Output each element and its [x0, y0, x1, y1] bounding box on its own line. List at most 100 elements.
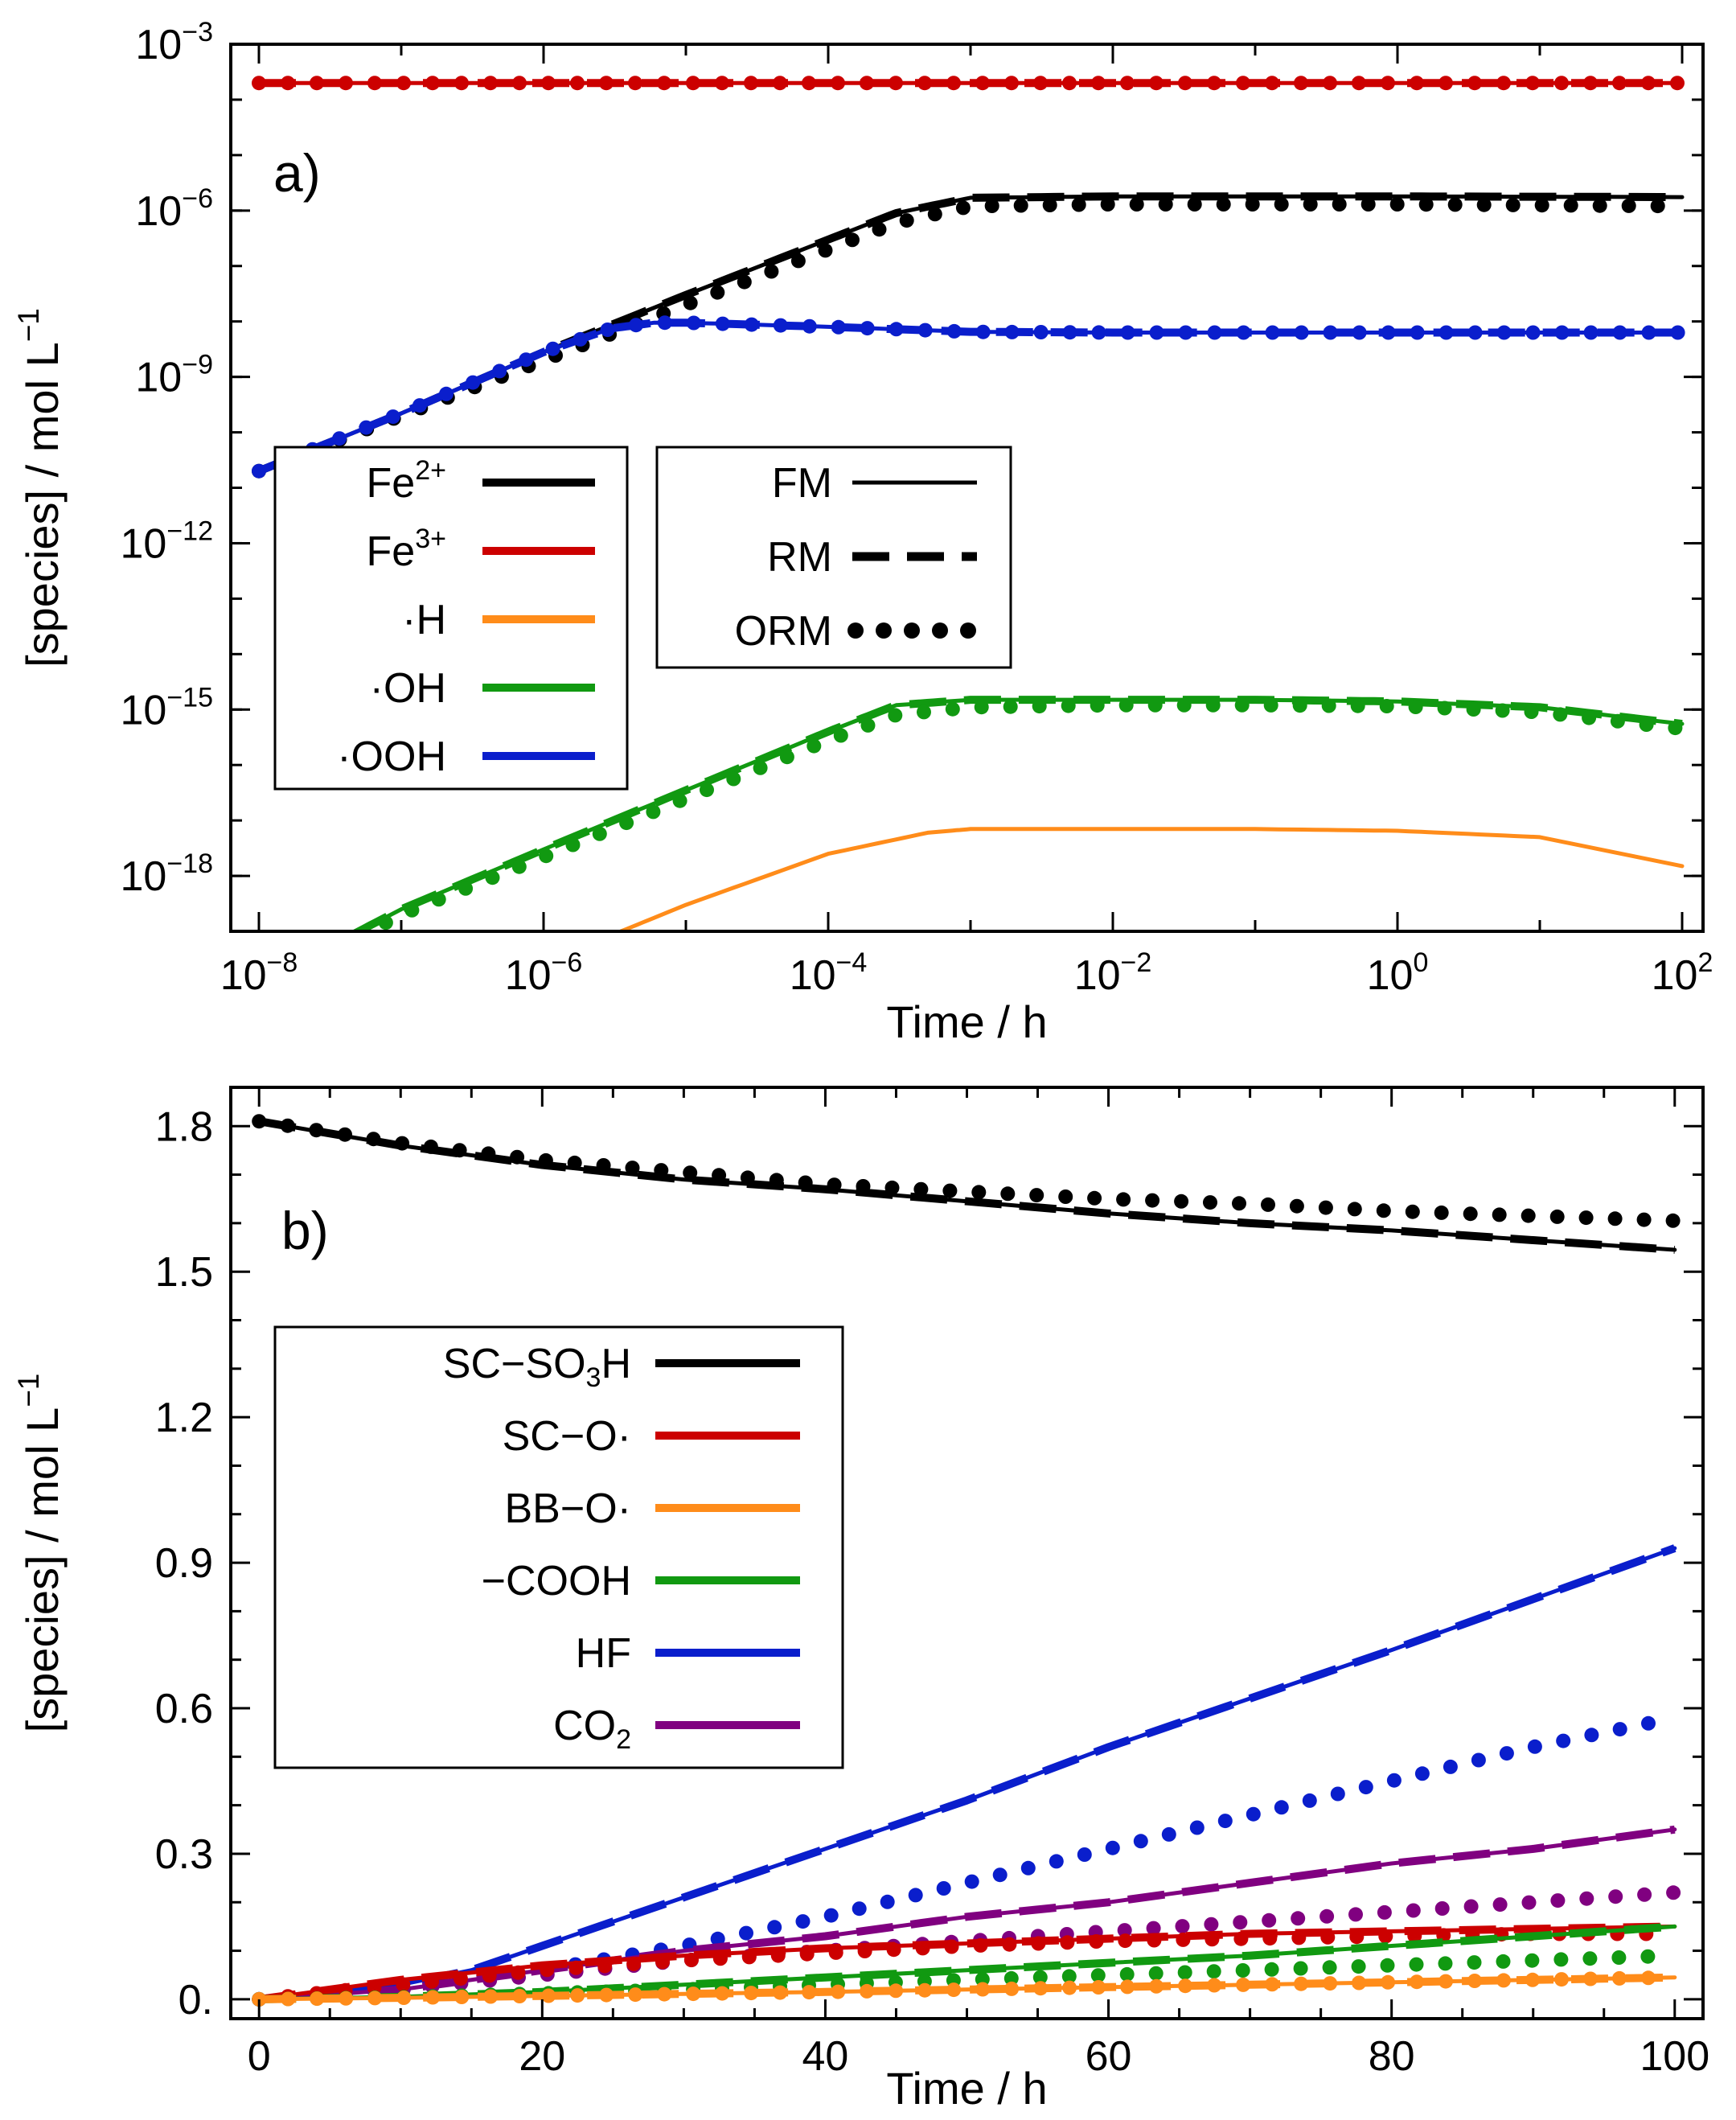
orm-dot: [860, 717, 876, 733]
series-SC−SO3H-rm: [258, 1117, 1676, 1254]
orm-dot: [852, 1901, 867, 1917]
legend-swatch-dot: [847, 622, 864, 639]
orm-dot: [1550, 1893, 1566, 1908]
orm-dot: [252, 1114, 267, 1129]
y-tick-label: 10−6: [135, 183, 213, 235]
orm-dot: [753, 760, 768, 775]
orm-dot: [431, 892, 446, 907]
orm-dot: [936, 1881, 951, 1896]
orm-dot: [454, 1990, 470, 2004]
orm-dot: [1029, 1188, 1044, 1203]
orm-dot: [1467, 1974, 1482, 1988]
orm-dot: [512, 76, 527, 91]
model-legend: FM RM ORM: [655, 446, 1012, 669]
y-tick-label: 10−12: [120, 516, 213, 567]
orm-dot: [1090, 698, 1105, 713]
orm-dot: [367, 76, 382, 91]
orm-dot: [888, 708, 903, 723]
orm-dot: [1621, 198, 1636, 213]
orm-dot: [1033, 76, 1048, 91]
orm-dot: [683, 1165, 698, 1181]
series-·OOH-rm: [257, 318, 1682, 475]
orm-dot: [1438, 1974, 1453, 1989]
orm-dot: [710, 285, 725, 300]
orm-dot: [992, 1867, 1008, 1883]
orm-dot: [1438, 1956, 1453, 1971]
orm-dot: [1322, 1960, 1337, 1975]
series-HF-rm: [258, 1544, 1676, 2003]
orm-dot: [619, 816, 634, 831]
orm-dot: [1000, 1186, 1016, 1202]
orm-dot: [1187, 197, 1202, 212]
orm-dot: [856, 1179, 871, 1194]
orm-dot: [1320, 1929, 1336, 1945]
orm-dot: [657, 76, 671, 91]
orm-dot: [1129, 197, 1144, 212]
orm-dot: [541, 76, 556, 91]
orm-dot: [984, 199, 999, 213]
orm-dot: [1174, 1194, 1189, 1209]
orm-dot: [1147, 1933, 1162, 1948]
orm-dot: [599, 76, 614, 91]
orm-dot: [744, 76, 758, 91]
orm-dot: [1553, 707, 1568, 722]
orm-dot: [1233, 1915, 1248, 1930]
orm-dot: [1438, 76, 1453, 91]
orm-dot: [741, 1949, 757, 1965]
legend-box: [273, 1325, 844, 1769]
orm-dot: [889, 322, 904, 337]
orm-dot: [860, 1983, 875, 1999]
series-·OH-orm: [355, 697, 1683, 931]
orm-dot: [1233, 1931, 1249, 1946]
orm-dot: [712, 1951, 728, 1966]
orm-dot: [944, 1939, 959, 1954]
orm-dot: [744, 1986, 759, 2001]
orm-dot: [252, 463, 266, 479]
x-tick-label: 80: [1369, 2033, 1415, 2080]
orm-dot: [806, 738, 822, 754]
orm-dot: [1203, 1195, 1217, 1210]
orm-dot: [1641, 1970, 1656, 1986]
orm-dot: [1205, 1932, 1220, 1947]
orm-dot: [439, 386, 453, 401]
series-BB−O·-orm: [252, 1970, 1656, 2007]
orm-dot: [1294, 76, 1308, 91]
y-tick-label: 1.8: [155, 1103, 213, 1150]
orm-dot: [596, 1158, 611, 1173]
orm-dot: [764, 264, 779, 279]
orm-dot: [1352, 1975, 1367, 1991]
legend-label: CO2: [553, 1703, 631, 1755]
orm-dot: [1476, 197, 1492, 212]
orm-dot: [1348, 1907, 1363, 1922]
orm-dot: [1264, 1962, 1279, 1977]
orm-dot: [1527, 1739, 1542, 1754]
orm-dot: [1120, 1979, 1135, 1995]
orm-dot: [1525, 325, 1541, 340]
orm-dot: [1612, 325, 1627, 340]
orm-dot: [715, 316, 730, 331]
orm-dot: [1149, 1978, 1164, 1994]
orm-dot: [1062, 1980, 1077, 1995]
orm-dot: [1410, 76, 1424, 91]
orm-dot: [1032, 699, 1047, 714]
y-tick-label: 0.9: [155, 1540, 213, 1587]
orm-dot: [884, 1180, 900, 1195]
orm-dot: [1161, 1826, 1176, 1842]
species-legend: Fe2+ Fe3+ ·H ·OH ·OOH: [273, 446, 629, 791]
orm-dot: [1360, 197, 1376, 212]
orm-dot: [686, 315, 701, 331]
orm-dot: [686, 1986, 701, 2002]
orm-dot: [396, 1977, 411, 1992]
orm-dot: [798, 1175, 813, 1190]
orm-dot: [1377, 1904, 1392, 1920]
orm-dot: [942, 1183, 958, 1198]
orm-dot: [458, 881, 474, 896]
orm-dot: [483, 1989, 499, 2004]
orm-dot: [1291, 1911, 1306, 1926]
orm-dot: [1265, 325, 1280, 340]
orm-dot: [280, 1118, 295, 1133]
orm-dot: [1438, 325, 1454, 340]
orm-dot: [339, 76, 353, 91]
orm-dot: [1274, 1800, 1289, 1815]
orm-dot: [831, 319, 846, 335]
